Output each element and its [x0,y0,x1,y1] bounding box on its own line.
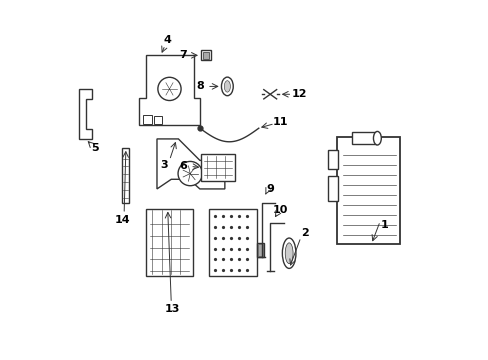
Ellipse shape [178,161,202,186]
Text: 2: 2 [300,228,308,238]
Text: 9: 9 [266,184,274,194]
Text: 7: 7 [179,50,186,60]
Bar [201,50,210,60]
Text: 8: 8 [196,81,203,91]
Bar [146,208,192,276]
Ellipse shape [373,131,381,145]
Polygon shape [157,139,224,189]
Text: 13: 13 [164,303,180,314]
Polygon shape [80,89,91,139]
Bar [328,150,338,169]
Bar [201,154,234,181]
Bar [142,114,151,123]
Bar [203,52,209,59]
Bar [351,132,376,144]
Bar [122,148,129,203]
Bar [154,116,162,123]
Text: 1: 1 [380,220,388,230]
Ellipse shape [282,238,295,269]
Bar [208,208,257,276]
Ellipse shape [224,81,230,92]
Polygon shape [139,55,200,125]
Bar [258,244,262,256]
Ellipse shape [285,243,292,264]
Text: 12: 12 [291,89,307,99]
Text: 4: 4 [163,35,171,45]
Text: 3: 3 [160,159,167,170]
Ellipse shape [221,77,233,96]
Bar [257,243,263,257]
Bar [328,176,338,202]
Text: 11: 11 [273,117,288,127]
Text: 14: 14 [114,215,130,225]
Bar [337,137,399,244]
Text: 6: 6 [179,161,186,171]
Ellipse shape [158,77,181,100]
Text: 10: 10 [272,205,287,215]
Text: 5: 5 [91,143,99,153]
